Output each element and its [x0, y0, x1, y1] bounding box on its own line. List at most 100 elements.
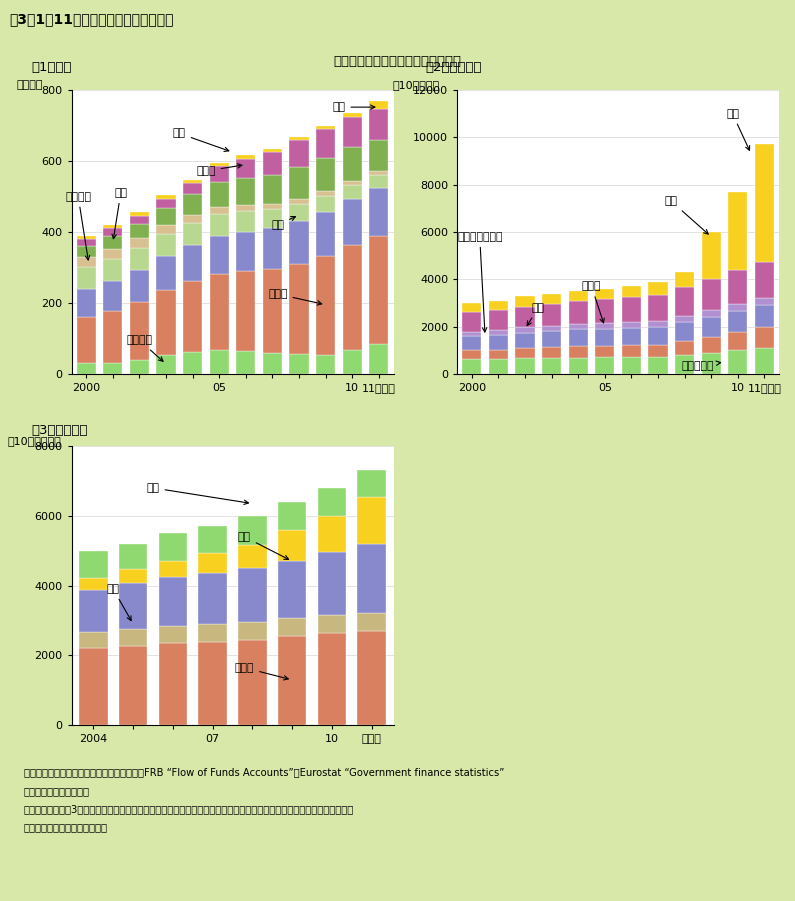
Text: （備考）１．　日本銀行「資金循環統計」、FRB “Flow of Funds Accounts”、Eurostat “Government finance st: （備考）１． 日本銀行「資金循環統計」、FRB “Flow of Funds A…	[24, 768, 504, 778]
Bar	[357, 544, 386, 613]
Bar	[649, 345, 668, 357]
Bar	[568, 346, 588, 358]
Text: 銀行等の金融機関による保有が増加: 銀行等の金融機関による保有が増加	[333, 55, 462, 68]
Bar	[119, 544, 148, 569]
Bar	[199, 642, 227, 725]
Bar	[79, 551, 107, 578]
Bar	[289, 198, 308, 204]
Bar	[76, 268, 95, 289]
Bar	[210, 274, 229, 350]
Bar	[622, 357, 641, 374]
Bar	[649, 282, 668, 295]
Bar	[595, 357, 615, 374]
Bar	[199, 624, 227, 642]
Bar	[76, 289, 95, 317]
Bar	[622, 345, 641, 357]
Bar	[675, 355, 694, 374]
Bar	[728, 270, 747, 304]
Bar	[157, 256, 176, 290]
Bar	[370, 140, 389, 171]
Bar	[277, 502, 306, 531]
Bar	[289, 222, 308, 264]
Bar	[130, 212, 149, 215]
Bar	[317, 488, 346, 515]
Bar	[210, 167, 229, 182]
Bar	[289, 264, 308, 354]
Bar	[728, 311, 747, 332]
Text: （兆円）: （兆円）	[17, 80, 43, 90]
Bar	[515, 306, 534, 327]
Bar	[103, 225, 122, 229]
Bar	[489, 335, 508, 350]
Bar	[316, 356, 335, 374]
Text: 企業: 企業	[146, 483, 249, 505]
Bar	[357, 470, 386, 496]
Bar	[595, 329, 615, 346]
Bar	[316, 191, 335, 196]
Text: 保険: 保険	[271, 216, 296, 230]
Bar	[263, 149, 282, 152]
Bar	[595, 289, 615, 299]
Text: ２．　（3）は、ドイツ、フランス、イタリア、スペイン、ポルトガル、ベルギー、オーストリア、ポーランドの: ２． （3）は、ドイツ、フランス、イタリア、スペイン、ポルトガル、ベルギー、オー…	[24, 804, 354, 814]
Bar	[489, 310, 508, 330]
Text: 銀行等: 銀行等	[268, 289, 322, 305]
Bar	[702, 232, 721, 279]
Text: 家計: 家計	[527, 303, 545, 325]
Bar	[183, 215, 202, 223]
Bar	[263, 176, 282, 204]
Bar	[263, 229, 282, 269]
Bar	[130, 239, 149, 248]
Bar	[236, 159, 255, 178]
Bar	[130, 360, 149, 374]
Bar	[76, 235, 95, 239]
Bar	[157, 356, 176, 374]
Bar	[199, 552, 227, 572]
Bar	[316, 158, 335, 191]
Bar	[649, 327, 668, 345]
Bar	[236, 212, 255, 232]
Bar	[210, 207, 229, 214]
Bar	[199, 572, 227, 624]
Bar	[210, 350, 229, 374]
Bar	[370, 102, 389, 108]
Bar	[236, 232, 255, 271]
Bar	[238, 623, 267, 640]
Bar	[515, 296, 534, 306]
Bar	[357, 631, 386, 725]
Bar	[76, 363, 95, 374]
Bar	[489, 359, 508, 374]
Bar	[263, 209, 282, 229]
Bar	[263, 204, 282, 209]
Bar	[210, 182, 229, 207]
Bar	[755, 348, 774, 374]
Bar	[316, 256, 335, 356]
Bar	[183, 352, 202, 374]
Bar	[755, 327, 774, 348]
Bar	[675, 323, 694, 341]
Text: 銀行等: 銀行等	[235, 663, 289, 680]
Bar	[103, 259, 122, 281]
Bar	[702, 316, 721, 337]
Bar	[675, 341, 694, 355]
Bar	[103, 249, 122, 259]
Bar	[343, 180, 362, 185]
Text: 外国: 外国	[173, 128, 229, 151]
Bar	[289, 137, 308, 141]
Bar	[343, 185, 362, 199]
Bar	[183, 281, 202, 352]
Bar	[183, 223, 202, 245]
Bar	[622, 297, 641, 322]
Bar	[238, 515, 267, 545]
Bar	[317, 515, 346, 552]
Bar	[119, 569, 148, 583]
Text: その他: その他	[196, 164, 242, 176]
Bar	[595, 323, 615, 329]
Bar	[157, 198, 176, 207]
Bar	[370, 344, 389, 374]
Bar	[79, 578, 107, 590]
Bar	[462, 336, 481, 350]
Bar	[343, 350, 362, 374]
Bar	[675, 315, 694, 323]
Bar	[542, 294, 561, 305]
Bar	[238, 568, 267, 623]
